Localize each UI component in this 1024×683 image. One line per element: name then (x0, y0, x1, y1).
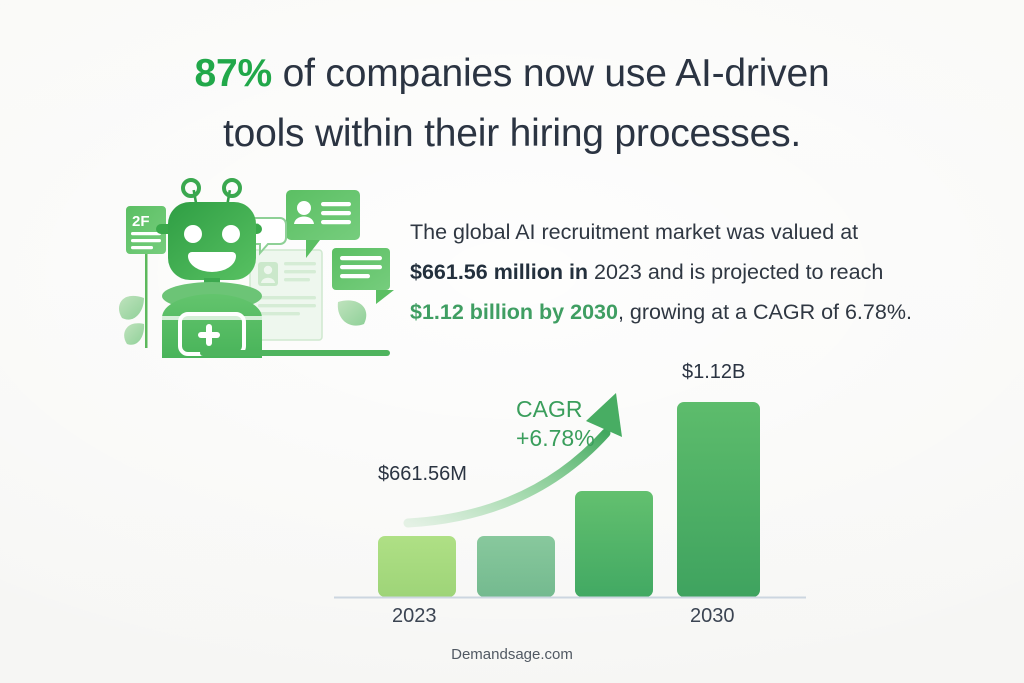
robot-body-icon (162, 278, 262, 358)
growth-bar-chart: $661.56M $1.12B CAGR +6.78% 2023 2030 (320, 355, 820, 645)
page-title: 87% of companies now use AI-driven tools… (0, 44, 1024, 164)
robot-antennae-icon (181, 178, 242, 209)
headline-line2: tools within their hiring processes. (222, 112, 802, 155)
bar-2023 (378, 536, 456, 597)
bar-2030 (677, 402, 760, 597)
list-card-icon (332, 248, 394, 304)
cagr-annotation-line2: +6.78% (516, 425, 595, 451)
profile-card-bubble-icon (286, 190, 360, 258)
x-tick-2023: 2023 (392, 605, 437, 627)
robot-illustration: 2F (100, 178, 400, 358)
stat-card-icon: 2F (126, 206, 166, 254)
desk-bar (200, 350, 390, 356)
svg-text:2F: 2F (132, 213, 150, 230)
bar-mid-1 (477, 536, 555, 597)
source-attribution: Demandsage.com (451, 646, 573, 663)
headline-line1-rest: of companies now use AI-driven (272, 52, 830, 95)
body-seg-2: 2023 and is projected to reach (588, 259, 884, 284)
cagr-annotation-line1: CAGR (516, 396, 583, 422)
headline-stat: 87% (194, 52, 273, 95)
cagr-annotation: CAGR +6.78% (516, 395, 595, 453)
data-label-2030: $1.12B (682, 361, 746, 383)
plant-leaves-icon (118, 248, 148, 348)
resume-document-icon (249, 249, 323, 341)
body-green-value: $1.12 billion by 2030 (410, 299, 618, 324)
bar-mid-2 (575, 491, 653, 597)
data-label-2023: $661.56M (378, 463, 467, 485)
body-bold-value: $661.56 million in (410, 259, 589, 284)
body-seg-1: The global AI recruitment market was val… (410, 219, 859, 244)
leaf-right-icon (337, 300, 367, 326)
growth-arrow-icon (403, 393, 622, 528)
body-seg-3: , growing at a CAGR of 6.78%. (617, 299, 912, 324)
robot-head-icon (168, 202, 256, 280)
body-paragraph: The global AI recruitment market was val… (410, 212, 940, 332)
x-tick-2030: 2030 (690, 605, 735, 627)
